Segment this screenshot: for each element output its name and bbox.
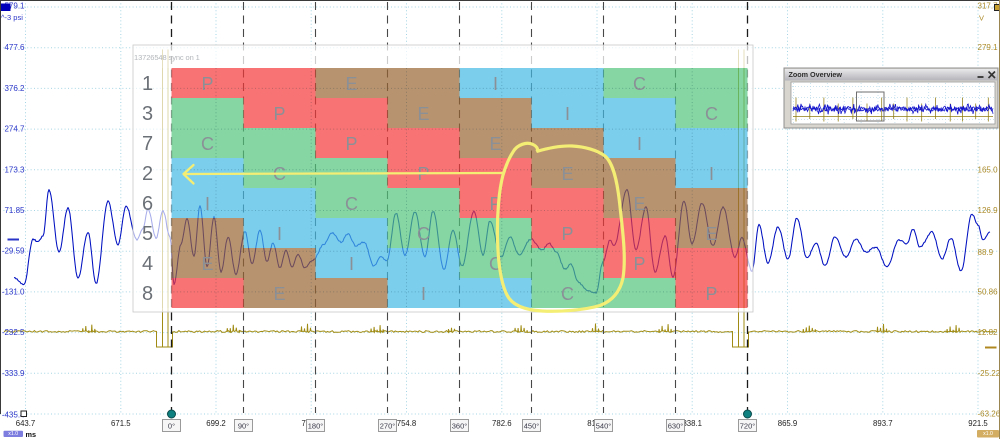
svg-text:E: E — [489, 134, 501, 154]
svg-text:274.7: 274.7 — [4, 125, 25, 134]
svg-text:5: 5 — [142, 223, 153, 245]
svg-text:643.7: 643.7 — [16, 419, 36, 428]
svg-text:I: I — [493, 74, 498, 94]
svg-text:0°: 0° — [168, 422, 175, 431]
svg-text:I: I — [637, 134, 642, 154]
svg-text:88.9: 88.9 — [978, 248, 994, 257]
svg-text:165.0: 165.0 — [978, 165, 999, 174]
svg-text:2: 2 — [142, 163, 153, 185]
svg-text:-63.26: -63.26 — [978, 410, 1000, 419]
svg-text:^-3 psi: ^-3 psi — [1, 13, 23, 22]
svg-text:I: I — [349, 254, 354, 274]
svg-text:I: I — [709, 164, 714, 184]
svg-text:450°: 450° — [524, 422, 540, 431]
svg-text:477.6: 477.6 — [4, 43, 25, 52]
svg-text:12.82: 12.82 — [978, 328, 999, 337]
svg-text:Zoom Overview: Zoom Overview — [789, 70, 843, 79]
svg-text:C: C — [561, 284, 574, 304]
svg-text:8: 8 — [142, 283, 153, 305]
svg-text:4: 4 — [142, 253, 153, 275]
svg-text:ms: ms — [26, 430, 37, 439]
svg-text:E: E — [561, 164, 573, 184]
svg-text:E: E — [201, 254, 213, 274]
svg-text:I: I — [277, 224, 282, 244]
svg-text:376.2: 376.2 — [4, 84, 25, 93]
svg-text:C: C — [705, 104, 718, 124]
svg-text:-333.9: -333.9 — [2, 369, 25, 378]
svg-text:754.8: 754.8 — [397, 419, 417, 428]
svg-text:x1.0: x1.0 — [8, 431, 18, 437]
svg-text:E: E — [417, 104, 429, 124]
svg-text:E: E — [705, 224, 717, 244]
svg-text:P: P — [345, 134, 357, 154]
svg-text:630°: 630° — [668, 422, 684, 431]
svg-text:P: P — [561, 224, 573, 244]
svg-text:7: 7 — [142, 133, 153, 155]
svg-text:180°: 180° — [308, 422, 324, 431]
svg-text:-131.0: -131.0 — [2, 287, 25, 296]
svg-text:P: P — [273, 104, 285, 124]
svg-text:71.85: 71.85 — [4, 206, 25, 215]
svg-text:671.5: 671.5 — [111, 419, 131, 428]
svg-text:6: 6 — [142, 193, 153, 215]
svg-text:3: 3 — [142, 103, 153, 125]
svg-text:P: P — [201, 74, 213, 94]
svg-text:279.1: 279.1 — [978, 43, 999, 52]
svg-text:270°: 270° — [380, 422, 396, 431]
svg-text:782.6: 782.6 — [492, 419, 512, 428]
svg-text:P: P — [705, 284, 717, 304]
svg-text:838.1: 838.1 — [682, 419, 702, 428]
svg-text:720°: 720° — [740, 422, 756, 431]
svg-text:865.9: 865.9 — [778, 419, 798, 428]
svg-text:C: C — [417, 224, 430, 244]
svg-text:13726548 sync on 1: 13726548 sync on 1 — [134, 53, 200, 62]
svg-text:I: I — [565, 104, 570, 124]
svg-text:360°: 360° — [452, 422, 468, 431]
svg-text:-232.5: -232.5 — [2, 328, 25, 337]
svg-text:-25.22: -25.22 — [978, 369, 1000, 378]
svg-text:C: C — [633, 74, 646, 94]
svg-text:50.86: 50.86 — [978, 287, 999, 296]
svg-text:V: V — [979, 14, 984, 23]
svg-text:E: E — [273, 284, 285, 304]
svg-text:921.5: 921.5 — [968, 419, 988, 428]
svg-text:540°: 540° — [596, 422, 612, 431]
svg-text:893.7: 893.7 — [873, 419, 893, 428]
svg-text:173.3: 173.3 — [4, 165, 25, 174]
svg-text:P: P — [633, 254, 645, 274]
svg-text:C: C — [201, 134, 214, 154]
svg-text:x1.0: x1.0 — [983, 431, 993, 437]
svg-text:1: 1 — [142, 73, 153, 95]
svg-text:699.2: 699.2 — [206, 419, 226, 428]
svg-text:-29.59: -29.59 — [2, 247, 25, 256]
svg-text:90°: 90° — [238, 422, 249, 431]
svg-text:126.9: 126.9 — [978, 206, 999, 215]
svg-text:E: E — [345, 74, 357, 94]
svg-text:I: I — [421, 284, 426, 304]
